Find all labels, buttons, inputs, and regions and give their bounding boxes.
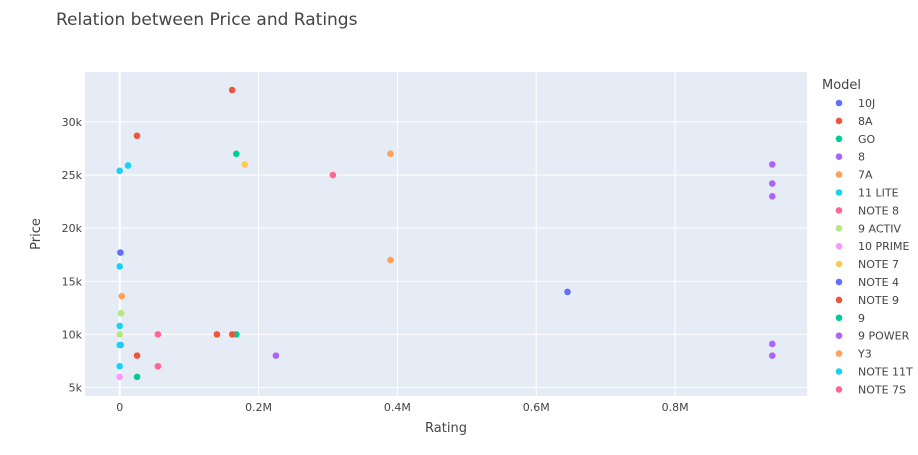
data-point (387, 150, 394, 158)
legend-marker (835, 171, 843, 178)
data-point (768, 180, 776, 187)
legend-entry[interactable]: NOTE 7 (858, 258, 899, 271)
data-point (116, 263, 124, 270)
x-tick-label: 0.6M (523, 401, 550, 414)
legend: 10J 8A GO 8 7A 11 LITE NOTE 8 9 ACTIV 10 PRIME NO… (835, 97, 913, 396)
data-point (387, 256, 394, 264)
legend-entry[interactable]: 11 LITE (858, 187, 899, 200)
legend-marker (835, 99, 843, 107)
data-point (116, 167, 124, 175)
legend-marker (835, 332, 843, 340)
y-tick-label: 10k (62, 328, 83, 341)
x-tick-label: 0.4M (384, 401, 411, 414)
legend-entry[interactable]: NOTE 4 (858, 276, 899, 289)
points-layer (116, 86, 776, 381)
legend-marker (835, 296, 843, 304)
data-point (133, 352, 141, 359)
data-point (118, 292, 126, 300)
data-point (116, 373, 124, 381)
legend-entry[interactable]: NOTE 7S (858, 383, 906, 396)
legend-marker (835, 153, 843, 160)
data-point (329, 171, 337, 179)
legend-title: Model (822, 78, 861, 93)
legend-entry[interactable]: NOTE 8 (858, 204, 899, 217)
chart-title: Relation between Price and Ratings (56, 10, 358, 30)
data-point (154, 331, 162, 338)
y-tick-label: 25k (62, 169, 83, 182)
data-point (213, 331, 221, 338)
legend-marker (835, 278, 843, 286)
data-point (133, 373, 141, 381)
data-point (116, 362, 124, 370)
y-tick-label: 5k (69, 382, 83, 395)
legend-entry[interactable]: 7A (858, 169, 873, 182)
plot-background (85, 72, 807, 396)
data-point (116, 322, 124, 330)
legend-entry[interactable]: 9 ACTIV (858, 222, 901, 235)
data-point (564, 288, 571, 296)
data-point (768, 340, 776, 348)
legend-entry[interactable]: GO (858, 133, 876, 146)
data-point (116, 341, 124, 349)
x-tick-label: 0 (116, 401, 123, 414)
data-point (768, 352, 776, 359)
x-tick-label: 0.2M (245, 401, 272, 414)
legend-marker (835, 225, 843, 232)
legend-marker (835, 242, 843, 250)
legend-entry[interactable]: 10 PRIME (858, 240, 910, 253)
legend-marker (835, 117, 843, 125)
legend-marker (835, 189, 843, 196)
grid-layer (85, 72, 807, 396)
legend-marker (835, 350, 843, 357)
data-point (124, 162, 132, 169)
legend-marker (835, 260, 843, 268)
data-point (117, 309, 125, 317)
data-point (233, 150, 240, 158)
legend-marker (835, 135, 843, 143)
x-tick-label: 0.8M (662, 401, 689, 414)
legend-entry[interactable]: Y3 (857, 348, 872, 361)
data-point (116, 331, 124, 338)
legend-entry[interactable]: NOTE 11T (858, 366, 913, 379)
data-point (133, 132, 141, 140)
legend-marker (835, 368, 843, 375)
legend-entry[interactable]: 9 POWER (858, 330, 910, 343)
data-point (117, 249, 124, 256)
data-point (154, 362, 162, 370)
data-point (768, 192, 776, 200)
y-tick-label: 15k (62, 275, 83, 288)
data-point (228, 331, 236, 338)
legend-marker (835, 386, 843, 393)
data-point (228, 86, 236, 94)
x-axis-label: Rating (425, 421, 467, 436)
y-axis-label: Price (29, 218, 44, 250)
y-tick-label: 30k (62, 116, 83, 129)
data-point (768, 161, 776, 168)
legend-entry[interactable]: NOTE 9 (858, 294, 899, 307)
ticks-layer: 0 0.2M 0.4M 0.6M 0.8M 5k 10k 15k 20k 25k 30k (62, 116, 689, 414)
legend-entry[interactable]: 8A (858, 115, 873, 128)
data-point (241, 161, 248, 168)
legend-marker (835, 314, 843, 322)
legend-entry[interactable]: 10J (858, 97, 875, 110)
y-tick-label: 20k (62, 222, 83, 235)
legend-entry[interactable]: 9 (858, 312, 865, 325)
data-point (272, 352, 280, 359)
legend-marker (835, 207, 843, 214)
legend-entry[interactable]: 8 (858, 151, 865, 164)
